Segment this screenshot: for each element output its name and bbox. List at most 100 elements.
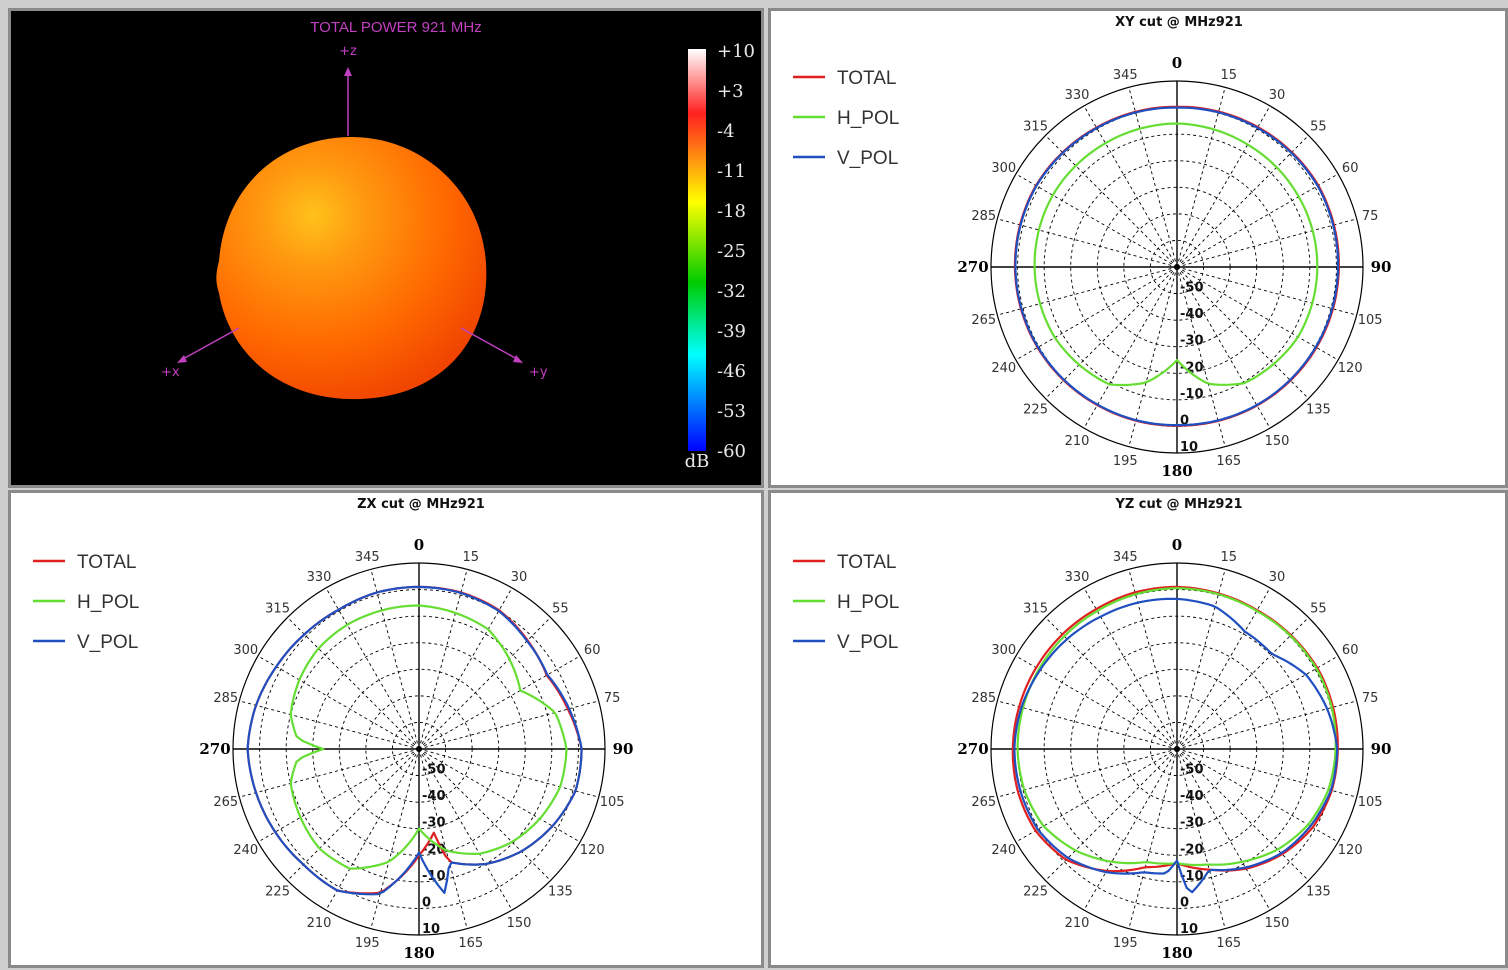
polar-grid-spoke <box>1015 173 1178 268</box>
polar-angle-label: 15 <box>1220 68 1237 83</box>
polar-angle-label: 55 <box>1310 602 1327 617</box>
polar-grid-spoke <box>1128 569 1178 750</box>
legend: TOTAL H_POL V_POL <box>33 552 139 653</box>
x-axis-label: +x <box>161 365 180 380</box>
polar-angle-label: 270 <box>957 740 988 758</box>
polar-angle-label: 315 <box>265 602 290 617</box>
polar-angle-label: 0 <box>414 536 424 554</box>
polar-grid-spoke <box>325 587 420 750</box>
polar-grid-spoke <box>1176 266 1271 429</box>
polar-angle-label: 120 <box>580 843 605 858</box>
polar-angle-label: 135 <box>548 884 573 899</box>
polar-grid-spoke <box>1176 173 1339 268</box>
total-power-3d-chart: TOTAL POWER 921 MHz +z +x +y +10 +3 -4 -11 -… <box>161 19 755 472</box>
colorbar-unit: dB <box>685 451 710 472</box>
polar-angle-label: 55 <box>1310 120 1327 135</box>
polar-angle-label: 30 <box>1269 570 1286 585</box>
yz-cut-chart: YZ cut @ MHz921 TOTAL H_POL V_POL 0 15 30 5… <box>793 497 1392 962</box>
polar-plot-area: 0 15 30 55 60 75 90 105 120 135 150 165 180 195 210 225… <box>957 54 1391 480</box>
polar-radial-label: -40 <box>1180 307 1204 322</box>
total-power-3d-panel: TOTAL POWER 921 MHz +z +x +y +10 +3 -4 -11 -… <box>8 8 764 488</box>
polar-radial-label: -50 <box>422 763 446 778</box>
polar-angle-label: 300 <box>233 643 258 658</box>
polar-grid-spoke <box>239 748 420 798</box>
polar-angle-label: 30 <box>1269 88 1286 103</box>
polar-angle-label: 315 <box>1023 120 1048 135</box>
polar-angle-label: 75 <box>1362 209 1379 224</box>
polar-radial-label: 0 <box>1180 413 1189 428</box>
polar-angle-label: 300 <box>991 161 1016 176</box>
polar-radial-label: -20 <box>1180 842 1204 857</box>
polar-grid-spoke <box>370 569 420 750</box>
polar-grid-spoke <box>1176 748 1271 911</box>
polar-radial-label: -30 <box>1180 816 1204 831</box>
polar-angle-label: 165 <box>1216 936 1241 951</box>
polar-angle-label: 210 <box>1065 434 1090 449</box>
polar-angle-label: 90 <box>1371 740 1392 758</box>
polar-angle-label: 265 <box>213 795 238 810</box>
polar-grid-spoke <box>1176 266 1226 447</box>
zx-cut-panel: ZX cut @ MHz921 TOTAL H_POL V_POL 0 15 30 5… <box>8 490 764 968</box>
polar-angle-label: 60 <box>584 643 601 658</box>
polar-angle-label: 55 <box>552 602 569 617</box>
polar-angle-label: 180 <box>1161 944 1192 962</box>
xy-cut-chart: XY cut @ MHz921 TOTAL H_POL V_POL 0 15 30 5… <box>793 15 1391 480</box>
polar-radial-label: 0 <box>1180 895 1189 910</box>
polar-grid-spoke <box>287 617 420 750</box>
polar-angle-label: 195 <box>355 936 380 951</box>
polar-angle-label: 15 <box>1220 550 1237 565</box>
polar-radial-label: -30 <box>422 816 446 831</box>
polar-grid-spoke <box>257 655 420 750</box>
radiation-surface <box>216 136 487 400</box>
polar-grid-spoke <box>1176 748 1357 798</box>
legend-label-v-pol: V_POL <box>77 632 138 653</box>
polar-radial-label: -10 <box>1180 387 1204 402</box>
polar-grid-spoke <box>418 748 468 929</box>
polar-angle-label: 0 <box>1172 536 1182 554</box>
colorbar-tick-label: -39 <box>717 321 746 342</box>
polar-grid-spoke <box>1045 266 1178 399</box>
polar-grid-spoke <box>418 700 599 750</box>
x-axis-arrow <box>177 355 187 363</box>
colorbar-tick-label: -11 <box>717 161 746 182</box>
zx-cut-chart: ZX cut @ MHz921 TOTAL H_POL V_POL 0 15 30 5… <box>33 497 633 962</box>
polar-grid-spoke <box>1128 266 1178 447</box>
polar-angle-label: 285 <box>213 691 238 706</box>
polar-grid-spoke <box>325 748 420 911</box>
polar-angle-label: 330 <box>1065 88 1090 103</box>
polar-grid-spoke <box>1015 266 1178 361</box>
polar-angle-label: 285 <box>971 209 996 224</box>
polar-grid-spoke <box>1128 748 1178 929</box>
polar-radial-label: -50 <box>1180 281 1204 296</box>
polar-radial-label: -40 <box>1180 789 1204 804</box>
polar-angle-label: 60 <box>1342 161 1359 176</box>
polar-angle-label: 225 <box>1023 884 1048 899</box>
xy-cut-panel: XY cut @ MHz921 TOTAL H_POL V_POL 0 15 30 5… <box>768 8 1508 488</box>
polar-grid-spoke <box>370 748 420 929</box>
polar-angle-label: 300 <box>991 643 1016 658</box>
polar-angle-label: 150 <box>1265 916 1290 931</box>
polar-angle-label: 15 <box>462 550 479 565</box>
polar-angle-label: 165 <box>458 936 483 951</box>
polar-grid-spoke <box>1045 617 1178 750</box>
polar-grid-spoke <box>1128 87 1178 268</box>
legend-label-v-pol: V_POL <box>837 632 898 653</box>
z-axis-label: +z <box>339 44 357 59</box>
polar-angle-label: 240 <box>991 843 1016 858</box>
series-trace-v-pol <box>246 585 583 896</box>
legend-label-total: TOTAL <box>837 552 896 573</box>
polar-grid-spoke <box>257 748 420 843</box>
polar-radial-label: 10 <box>1180 922 1198 937</box>
colorbar-tick-label: -4 <box>717 121 735 142</box>
legend: TOTAL H_POL V_POL <box>793 552 899 653</box>
polar-grid-spoke <box>997 748 1178 798</box>
polar-angle-label: 150 <box>1265 434 1290 449</box>
legend: TOTAL H_POL V_POL <box>793 68 899 169</box>
polar-angle-label: 285 <box>971 691 996 706</box>
polar-angle-label: 270 <box>199 740 230 758</box>
polar-angle-label: 120 <box>1338 361 1363 376</box>
x-axis-line <box>182 327 240 360</box>
polar-grid-spoke <box>1176 218 1357 268</box>
polar-angle-label: 180 <box>403 944 434 962</box>
polar-grid-spoke <box>418 748 551 881</box>
